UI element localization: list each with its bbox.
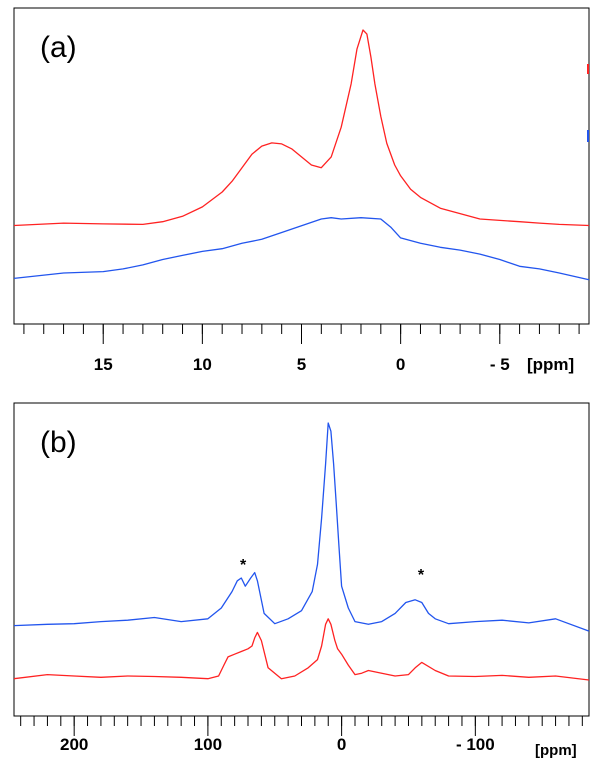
panel-b-tick-label: 200 xyxy=(60,735,88,754)
panel-a-tick-label: 15 xyxy=(94,355,113,374)
panel-a-xlabel: [ppm] xyxy=(527,355,574,374)
panel-a-major-ticks: 15 10 5 0 - 5 xyxy=(94,324,510,374)
panel-a-tick-label: - 5 xyxy=(490,355,510,374)
panel-a-blue-trace xyxy=(13,217,590,281)
panel-b-tick-label: - 100 xyxy=(456,735,495,754)
panel-a: 15 10 5 0 - 5 (a) [ppm] xyxy=(13,7,590,374)
panel-b-label: (b) xyxy=(40,426,77,459)
panel-a-red-edge-mark xyxy=(587,64,589,74)
panel-a-tick-label: 5 xyxy=(297,355,306,374)
panel-b-blue-trace xyxy=(13,422,590,632)
panel-b: 200 100 0 - 100 (b) [ppm] * * xyxy=(13,402,590,759)
panel-b-frame xyxy=(13,402,590,717)
panel-b-xlabel: [ppm] xyxy=(535,742,577,759)
panel-b-annotation-2: * xyxy=(418,567,425,584)
panel-b-minor-ticks xyxy=(20,716,583,726)
panel-a-frame xyxy=(13,7,590,325)
panel-a-label: (a) xyxy=(40,31,77,64)
panel-b-major-ticks: 200 100 0 - 100 xyxy=(60,716,495,754)
panel-a-blue-edge-mark xyxy=(587,130,589,142)
panel-a-red-trace xyxy=(13,29,590,227)
panel-b-annotation-1: * xyxy=(240,557,247,574)
panel-b-tick-label: 100 xyxy=(194,735,222,754)
panel-b-red-trace xyxy=(13,618,590,681)
panel-a-tick-label: 0 xyxy=(396,355,405,374)
panel-a-tick-label: 10 xyxy=(193,355,212,374)
panel-b-tick-label: 0 xyxy=(337,735,346,754)
